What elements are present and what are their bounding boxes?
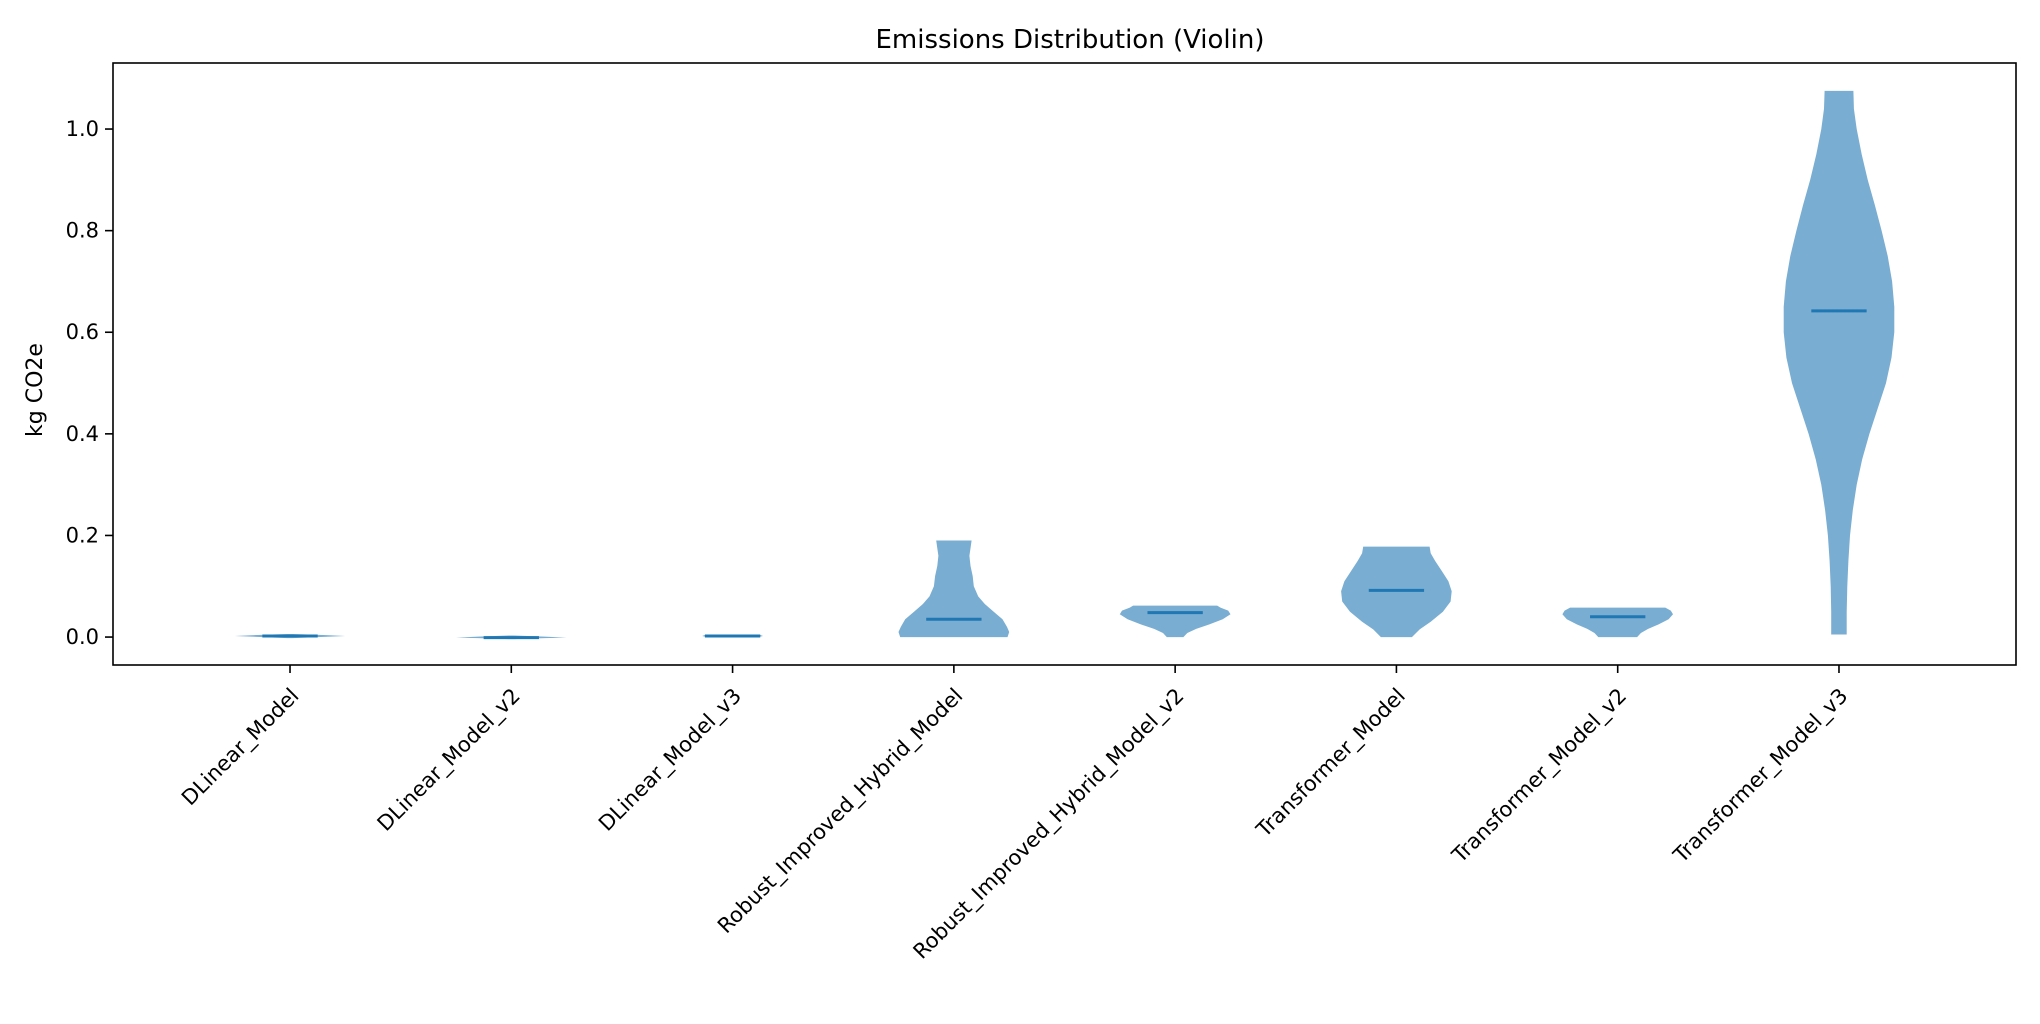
x-tick-label: Robust_Improved_Hybrid_Model <box>713 684 968 939</box>
x-axis: DLinear_Model DLinear_Model_v2 DLinear_Mod… <box>177 665 1853 964</box>
violin-body <box>1562 607 1673 638</box>
chart-title: Emissions Distribution (Violin) <box>876 25 1265 55</box>
x-tick-label: Transformer_Model_v3 <box>1668 684 1853 869</box>
x-tick-label: Transformer_Model_v2 <box>1447 684 1632 869</box>
y-tick-label: 0.6 <box>66 320 99 344</box>
violin-body <box>898 540 1010 638</box>
violins-layer <box>234 90 1895 640</box>
x-tick-label: Robust_Improved_Hybrid_Model_v2 <box>909 684 1190 965</box>
violin-body <box>1341 546 1452 638</box>
x-tick-label: Transformer_Model <box>1251 684 1410 843</box>
y-tick-label: 0.2 <box>66 523 99 547</box>
y-axis: 0.0 0.2 0.4 0.6 0.8 1.0 <box>66 117 113 649</box>
x-tick-label: DLinear_Model_v3 <box>594 684 747 837</box>
y-axis-label: kg CO2e <box>23 343 48 437</box>
plot-frame <box>112 62 2017 666</box>
y-tick-label: 0.4 <box>66 422 99 446</box>
y-tick-label: 0.0 <box>66 625 99 649</box>
y-tick-label: 0.8 <box>66 219 99 243</box>
violin-body <box>1783 90 1895 635</box>
y-tick-label: 1.0 <box>66 117 99 141</box>
x-tick-label: DLinear_Model <box>177 684 304 811</box>
violin-body <box>1119 605 1231 638</box>
x-tick-label: DLinear_Model_v2 <box>373 684 526 837</box>
